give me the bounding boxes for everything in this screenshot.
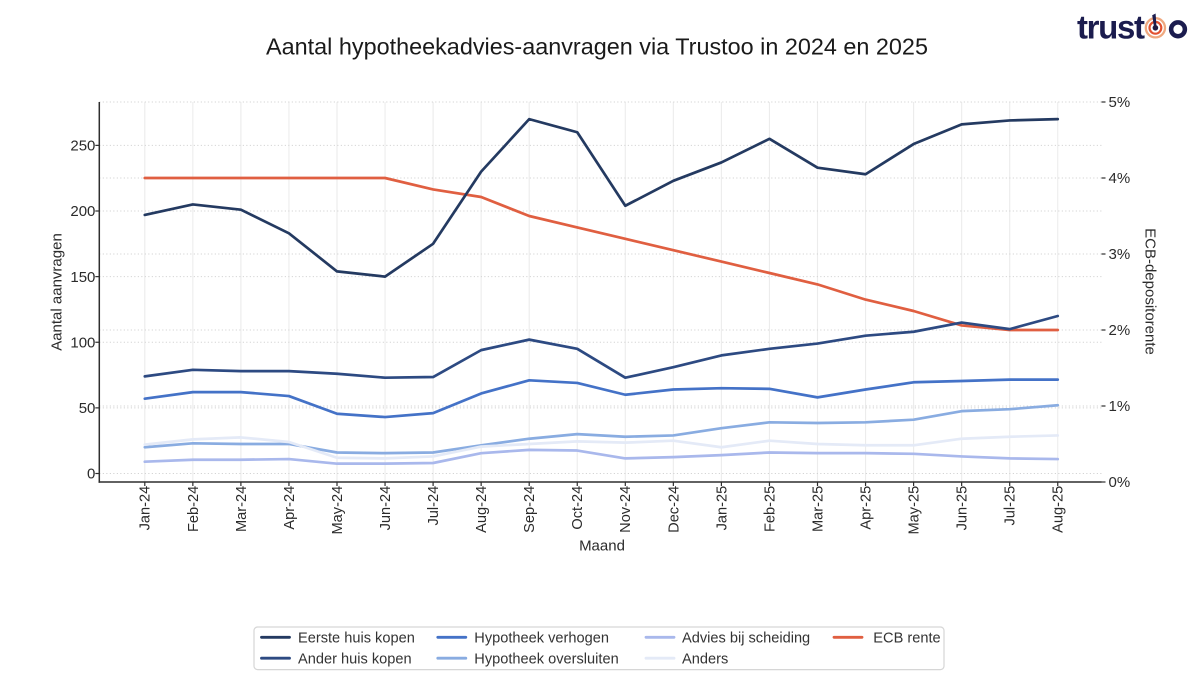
svg-text:Eerste huis kopen: Eerste huis kopen <box>298 630 415 646</box>
svg-text:Advies bij scheiding: Advies bij scheiding <box>682 630 810 646</box>
svg-text:Aug-24: Aug-24 <box>474 486 490 533</box>
svg-text:Apr-25: Apr-25 <box>858 486 874 530</box>
svg-text:Mar-24: Mar-24 <box>234 486 250 532</box>
svg-text:Jun-24: Jun-24 <box>378 486 394 531</box>
svg-text:Feb-25: Feb-25 <box>762 486 778 532</box>
svg-text:Maand: Maand <box>579 538 625 555</box>
svg-text:Anders: Anders <box>682 651 728 667</box>
svg-text:3%: 3% <box>1109 246 1131 263</box>
svg-text:50: 50 <box>79 400 96 417</box>
svg-text:Apr-24: Apr-24 <box>282 486 298 530</box>
svg-text:trust: trust <box>1077 9 1145 46</box>
svg-text:Jul-25: Jul-25 <box>1003 486 1019 526</box>
svg-text:Jun-25: Jun-25 <box>955 486 971 531</box>
svg-text:250: 250 <box>70 138 95 155</box>
svg-text:150: 150 <box>70 269 95 286</box>
svg-text:200: 200 <box>70 203 95 220</box>
svg-text:Aantal hypotheekadvies-aanvrag: Aantal hypotheekadvies-aanvragen via Tru… <box>266 34 928 60</box>
svg-text:0: 0 <box>87 466 95 483</box>
svg-text:Dec-24: Dec-24 <box>666 486 682 533</box>
svg-text:5%: 5% <box>1109 94 1131 111</box>
svg-text:Nov-24: Nov-24 <box>618 486 634 533</box>
svg-text:Sep-24: Sep-24 <box>522 486 538 533</box>
svg-text:Aug-25: Aug-25 <box>1051 486 1067 533</box>
svg-text:1%: 1% <box>1109 398 1131 415</box>
svg-text:4%: 4% <box>1109 170 1131 187</box>
svg-text:Jan-25: Jan-25 <box>714 486 730 531</box>
svg-text:Jan-24: Jan-24 <box>138 486 154 531</box>
svg-text:Mar-25: Mar-25 <box>810 486 826 532</box>
svg-text:ECB-depositorente: ECB-depositorente <box>1142 228 1159 355</box>
svg-text:Ander huis kopen: Ander huis kopen <box>298 651 412 667</box>
svg-text:Hypotheek oversluiten: Hypotheek oversluiten <box>474 651 618 667</box>
svg-text:Jul-24: Jul-24 <box>426 486 442 526</box>
svg-text:May-25: May-25 <box>907 486 923 535</box>
svg-text:May-24: May-24 <box>330 486 346 535</box>
svg-text:2%: 2% <box>1109 322 1131 339</box>
svg-text:0%: 0% <box>1109 474 1131 491</box>
svg-text:Feb-24: Feb-24 <box>186 486 202 532</box>
svg-text:Aantal aanvragen: Aantal aanvragen <box>49 233 66 351</box>
svg-text:Oct-24: Oct-24 <box>570 486 586 530</box>
svg-text:ECB rente: ECB rente <box>873 630 940 646</box>
svg-text:100: 100 <box>70 334 95 351</box>
svg-text:Hypotheek verhogen: Hypotheek verhogen <box>474 630 609 646</box>
